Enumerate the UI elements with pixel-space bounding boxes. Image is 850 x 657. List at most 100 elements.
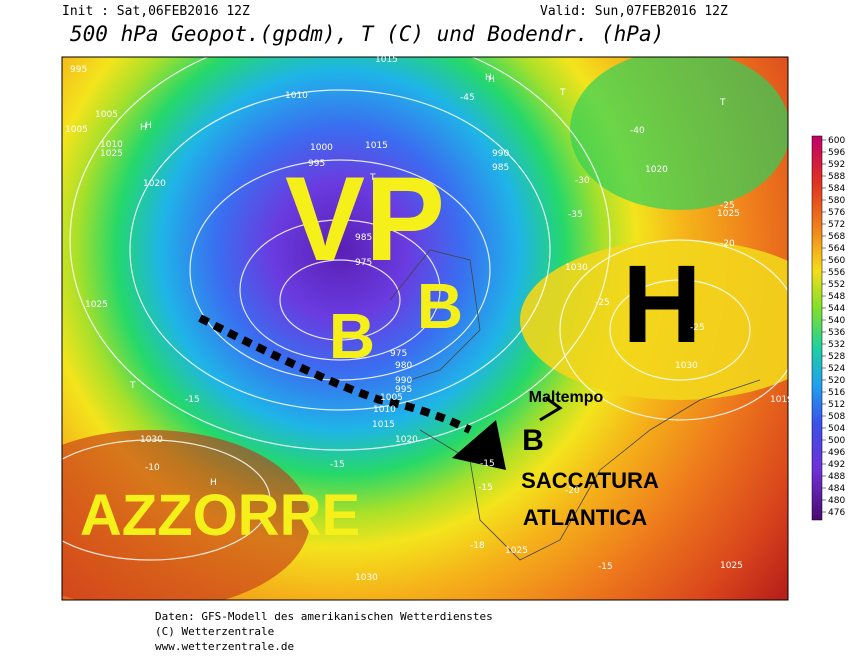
contour-label: T — [369, 173, 376, 183]
colorbar-label: 552 — [828, 280, 845, 290]
contour-label: -15 — [330, 460, 345, 470]
colorbar-label: 480 — [828, 496, 845, 506]
colorbar-label: 592 — [828, 160, 845, 170]
contour-label: H — [488, 75, 495, 85]
contour-label: H — [485, 73, 492, 83]
colorbar-label: 564 — [828, 244, 845, 254]
colorbar-label: 516 — [828, 388, 845, 398]
annotation: Maltempo — [529, 389, 604, 406]
colorbar-label: 584 — [828, 184, 845, 194]
colorbar-label: 508 — [828, 412, 845, 422]
footer: (C) Wetterzentrale — [155, 625, 274, 638]
colorbar-label: 520 — [828, 376, 845, 386]
contour-label: 1020 — [395, 435, 418, 445]
contour-label: 1010 — [285, 91, 308, 101]
contour-label: 1020 — [143, 179, 166, 189]
colorbar-label: 536 — [828, 328, 845, 338]
contour-label: 1015 — [375, 55, 398, 65]
annotation: ATLANTICA — [523, 505, 647, 530]
contour-label: 1000 — [310, 143, 333, 153]
contour-label: 1005 — [65, 125, 88, 135]
colorbar-label: 504 — [828, 424, 845, 434]
contour-label: 1015 — [372, 420, 395, 430]
colorbar-label: 568 — [828, 232, 845, 242]
contour-label: 1025 — [505, 546, 528, 556]
colorbar-label: 596 — [828, 148, 845, 158]
contour-label: -20 — [565, 486, 580, 496]
colorbar-label: 556 — [828, 268, 845, 278]
contour-label: 1005 — [380, 393, 403, 403]
contour-label: 1030 — [140, 435, 163, 445]
contour-label: 995 — [308, 159, 325, 169]
contour-label: 1010 — [373, 405, 396, 415]
contour-label: -30 — [575, 176, 590, 186]
annotation: B — [522, 424, 544, 457]
contour-label: 1020 — [645, 165, 668, 175]
annotation: SACCATURA — [521, 468, 659, 493]
contour-label: 990 — [492, 149, 509, 159]
contour-label: H — [140, 123, 147, 133]
colorbar-label: 576 — [828, 208, 845, 218]
colorbar-label: 528 — [828, 352, 845, 362]
contour-label: H — [210, 478, 217, 488]
contour-label: 980 — [395, 361, 412, 371]
contour-label: T — [559, 88, 566, 98]
colorbar-label: 548 — [828, 292, 845, 302]
annotation: B — [329, 300, 375, 372]
annotation: AZZORRE — [80, 483, 360, 548]
contour-label: T — [129, 381, 136, 391]
contour-label: -15 — [598, 562, 613, 572]
contour-label: -15 — [185, 395, 200, 405]
contour-label: 995 — [70, 65, 87, 75]
colorbar-label: 600 — [828, 136, 845, 146]
annotation: B — [417, 270, 463, 342]
colorbar-label: 484 — [828, 484, 845, 494]
arrow-small — [539, 396, 563, 422]
colorbar-label: 488 — [828, 472, 845, 482]
colorbar-label: 524 — [828, 364, 845, 374]
title: 500 hPa Geopot.(gpdm), T (C) und Bodendr… — [70, 22, 664, 46]
colorbar-label: 532 — [828, 340, 845, 350]
contour-label: 1019 — [770, 395, 793, 405]
valid-time: Valid: Sun,07FEB2016 12Z — [540, 4, 728, 19]
colorbar-label: 588 — [828, 172, 845, 182]
contour-label: -40 — [630, 126, 645, 136]
contour-label: -18 — [470, 541, 485, 551]
contour-label: -15 — [480, 459, 495, 469]
contour-label: 995 — [395, 385, 412, 395]
dotted-trough-line — [198, 314, 472, 434]
contour-label: 985 — [355, 233, 372, 243]
contour-label: 985 — [492, 163, 509, 173]
contour-label: 1025 — [100, 149, 123, 159]
colorbar-label: 500 — [828, 436, 845, 446]
map — [62, 57, 788, 600]
map-frame — [61, 56, 789, 601]
colorbar-label: 512 — [828, 400, 845, 410]
contour-label: -25 — [720, 201, 735, 211]
contour-label: -35 — [568, 210, 583, 220]
colorbar-label: 496 — [828, 448, 845, 458]
contour-label: -10 — [145, 463, 160, 473]
annotation: VP — [285, 152, 445, 286]
colorbar-label: 572 — [828, 220, 845, 230]
contour-label: -20 — [720, 239, 735, 249]
contour-label: 1030 — [565, 263, 588, 273]
contour-label: -15 — [478, 483, 493, 493]
contour-label: T — [719, 98, 726, 108]
contour-label: 1030 — [675, 361, 698, 371]
footer: www.wetterzentrale.de — [155, 640, 294, 653]
annotation: H — [622, 243, 701, 366]
contour-label: 975 — [390, 349, 407, 359]
init-time: Init : Sat,06FEB2016 12Z — [62, 4, 250, 19]
arrow-head — [452, 420, 506, 470]
contour-label: 1010 — [100, 140, 123, 150]
colorbar-label: 544 — [828, 304, 845, 314]
contour-label: H — [145, 121, 152, 131]
colorbar-label: 476 — [828, 508, 845, 518]
contour-label: 1025 — [717, 209, 740, 219]
colorbar-label: 580 — [828, 196, 845, 206]
contour-label: 1030 — [355, 573, 378, 583]
contour-label: -25 — [595, 298, 610, 308]
contour-label: 1025 — [720, 561, 743, 571]
